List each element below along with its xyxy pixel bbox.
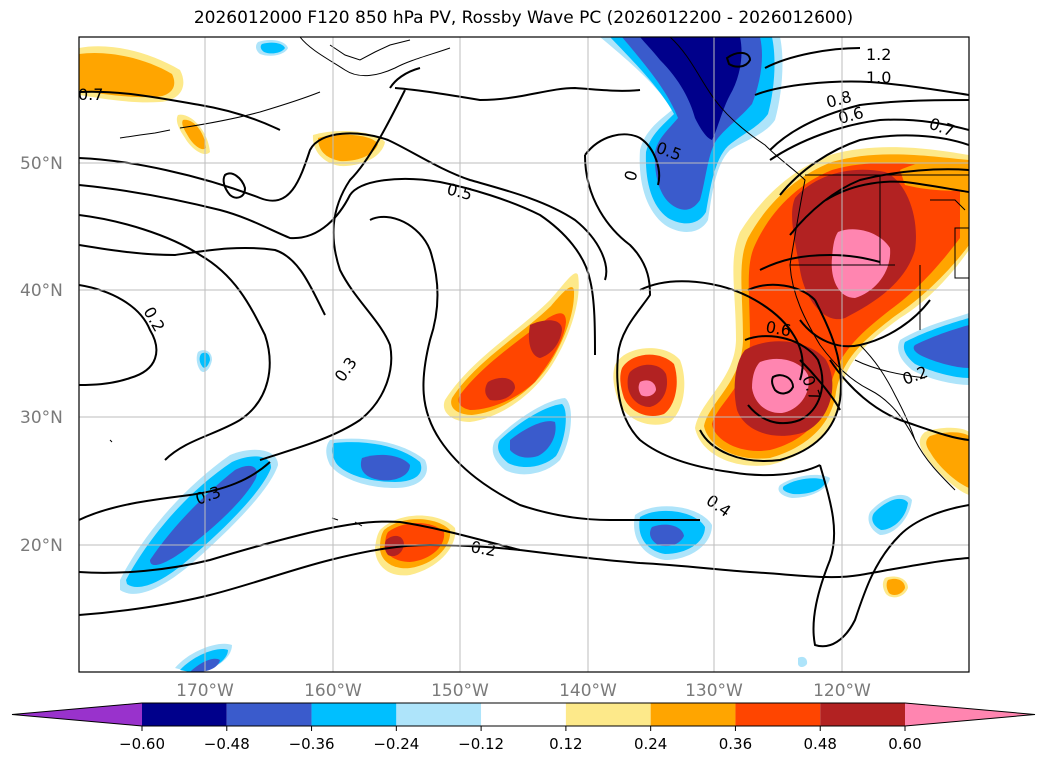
colorbar-segment <box>565 703 651 726</box>
positive-pv-shading <box>79 46 969 598</box>
lon-label: 160°W <box>304 681 362 701</box>
coastlines <box>109 37 969 527</box>
colorbar-tick-label: 0.24 <box>634 735 667 753</box>
contour-label: 1.0 <box>866 68 891 87</box>
colorbar-segment <box>226 703 312 726</box>
colorbar-segment <box>735 703 821 726</box>
colorbar-segment <box>396 703 482 726</box>
lon-label: 140°W <box>559 681 617 701</box>
longitude-axis-labels: 170°W 160°W 150°W 140°W 130°W 120°W <box>176 681 871 701</box>
lon-label: 120°W <box>813 681 871 701</box>
contour-label: 1.2 <box>866 45 891 64</box>
colorbar: −0.60 −0.48 −0.36 −0.24 −0.12 0.12 0.24 0.36 0.4… <box>11 702 1036 753</box>
contour-label: 0.2 <box>469 537 497 560</box>
lat-label: 50°N <box>20 154 63 174</box>
map-title: 2026012000 F120 850 hPa PV, Rossby Wave … <box>193 8 854 28</box>
colorbar-extend-max <box>905 703 1035 726</box>
colorbar-tick-label: −0.60 <box>119 735 165 753</box>
colorbar-segment <box>481 703 566 726</box>
colorbar-tick-label: −0.36 <box>289 735 335 753</box>
gridlines <box>79 37 969 672</box>
lon-label: 130°W <box>685 681 743 701</box>
colorbar-tick-label: 0.60 <box>888 735 921 753</box>
pv-contours <box>79 47 969 648</box>
colorbar-tick-label: −0.48 <box>204 735 250 753</box>
colorbar-tick-label: 0.36 <box>719 735 752 753</box>
lon-label: 170°W <box>176 681 234 701</box>
contour-label: 0.6 <box>764 317 792 340</box>
contour-label: 0.7 <box>78 85 103 104</box>
colorbar-segment <box>311 703 397 726</box>
colorbar-segment <box>820 703 905 726</box>
colorbar-extend-min <box>12 703 142 726</box>
lat-label: 40°N <box>20 281 63 301</box>
lat-label: 20°N <box>20 536 63 556</box>
colorbar-tick-label: −0.12 <box>458 735 504 753</box>
colorbar-tick-label: −0.24 <box>373 735 419 753</box>
lon-label: 150°W <box>431 681 489 701</box>
plot-area: 0.7 0.5 0.5 0.2 0.3 0.3 0.2 0.4 0.6 0.7 … <box>78 37 969 672</box>
latitude-axis-labels: 50°N 40°N 30°N 20°N <box>20 154 63 556</box>
negative-pv-shading <box>120 37 969 672</box>
colorbar-tick-label: 0.48 <box>804 735 837 753</box>
contour-label: 0 <box>621 168 642 183</box>
lat-label: 30°N <box>20 408 63 428</box>
plot-frame <box>78 36 970 673</box>
colorbar-tick-label: 0.12 <box>549 735 582 753</box>
colorbar-segment <box>142 703 227 726</box>
colorbar-segment <box>650 703 736 726</box>
